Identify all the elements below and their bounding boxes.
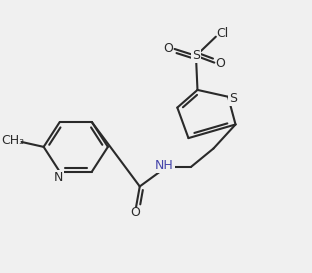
Text: S: S	[192, 49, 200, 62]
Text: O: O	[130, 206, 140, 219]
Text: NH: NH	[155, 159, 173, 172]
Text: S: S	[229, 92, 237, 105]
Text: Cl: Cl	[217, 28, 229, 40]
Text: CH₃: CH₃	[2, 134, 25, 147]
Text: O: O	[163, 42, 173, 55]
Text: N: N	[53, 171, 63, 184]
Text: O: O	[216, 58, 225, 70]
